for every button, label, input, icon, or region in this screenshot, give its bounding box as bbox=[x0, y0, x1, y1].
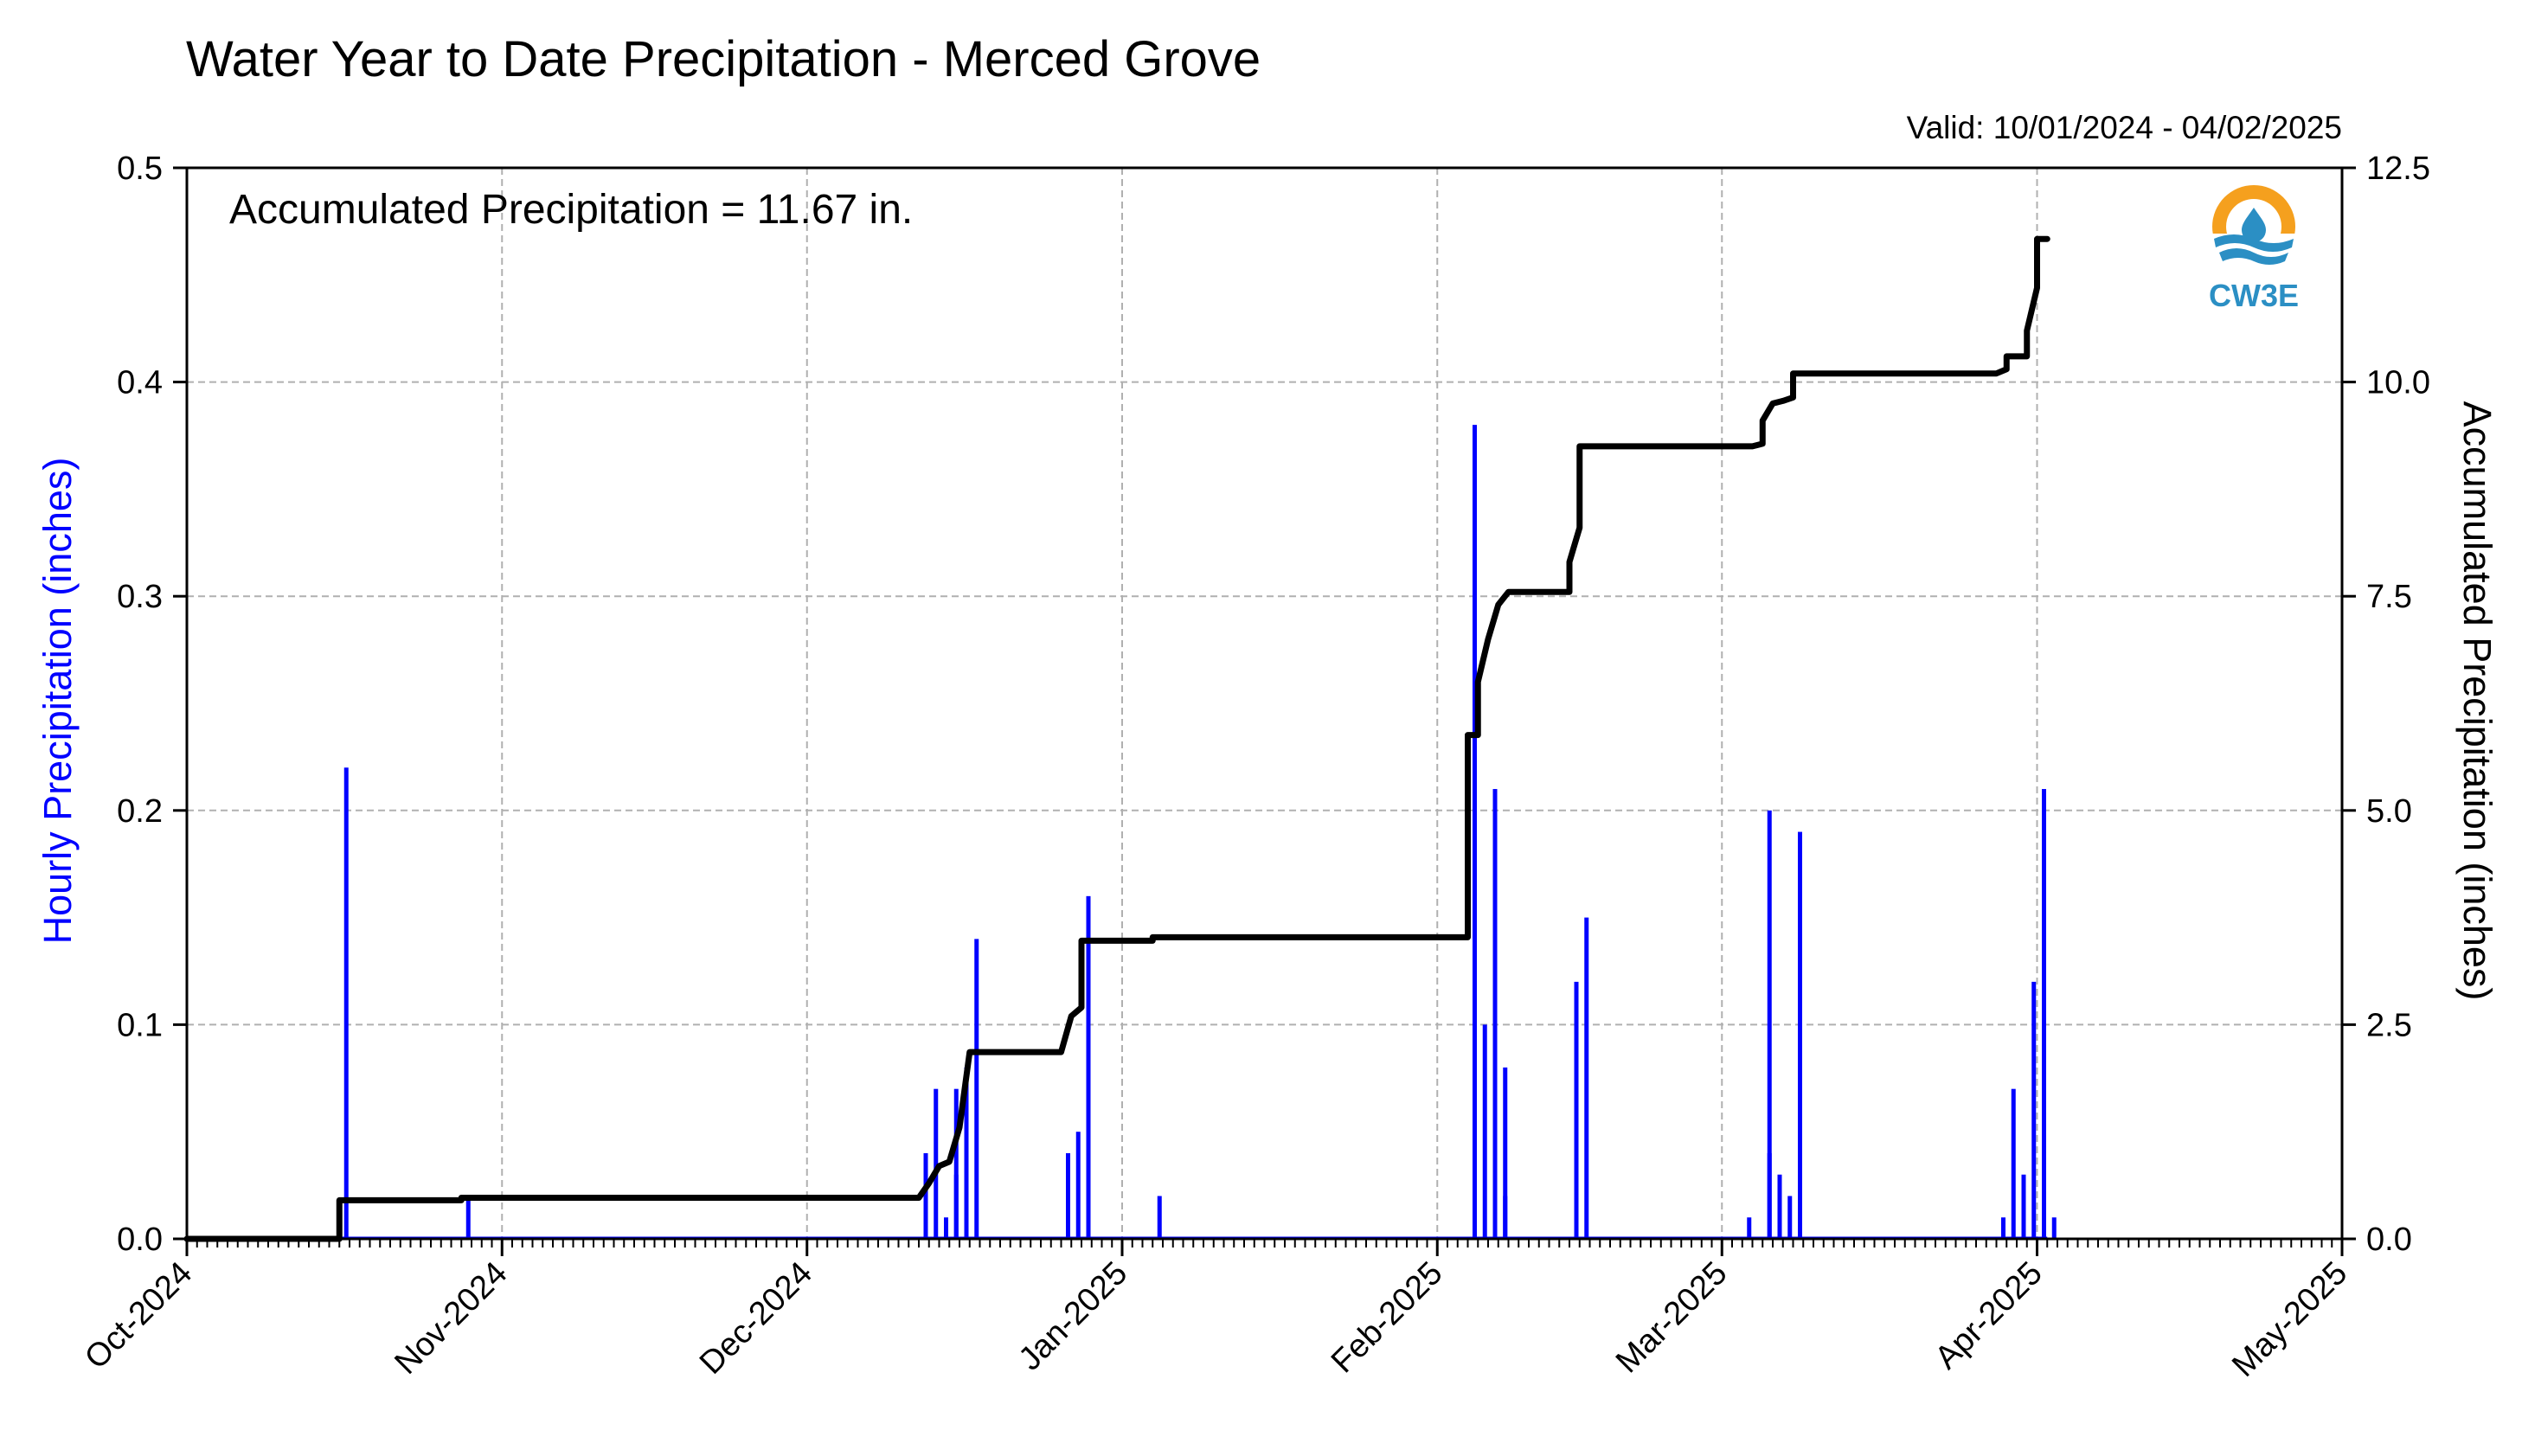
hourly-bar bbox=[1798, 1046, 1802, 1239]
y-left-tick-label: 0.2 bbox=[117, 793, 163, 830]
hourly-bar bbox=[1574, 981, 1579, 1239]
hourly-bar bbox=[923, 1152, 928, 1239]
hourly-bar bbox=[1503, 1067, 1508, 1239]
right-axis-label: Accumulated Precipitation (inches) bbox=[2455, 401, 2500, 1001]
hourly-bar bbox=[934, 1088, 939, 1239]
hourly-bar bbox=[343, 767, 349, 1239]
hourly-bar bbox=[2011, 1088, 2016, 1239]
hourly-bar bbox=[1492, 789, 1498, 1239]
hourly-bar bbox=[1747, 1217, 1752, 1239]
y-left-tick-label: 0.5 bbox=[117, 151, 163, 187]
chart-title: Water Year to Date Precipitation - Merce… bbox=[186, 31, 1261, 87]
hourly-bar bbox=[2031, 981, 2037, 1239]
y-right-tick-label: 5.0 bbox=[2366, 793, 2412, 830]
cw3e-logo: CW3E bbox=[2209, 185, 2299, 313]
hourly-bar bbox=[1787, 1196, 1793, 1239]
hourly-bar bbox=[2021, 1174, 2026, 1239]
hourly-bar bbox=[2051, 1217, 2057, 1239]
hourly-bar bbox=[1075, 1132, 1081, 1239]
valid-date-range: Valid: 10/01/2024 - 04/02/2025 bbox=[1907, 110, 2342, 145]
accumulated-total-annotation: Accumulated Precipitation = 11.67 in. bbox=[229, 187, 913, 233]
hourly-bar bbox=[953, 1088, 959, 1239]
water-drop-logo-icon bbox=[2211, 185, 2297, 272]
left-axis-label: Hourly Precipitation (inches) bbox=[35, 458, 80, 945]
grid-lines bbox=[187, 168, 2342, 1239]
hourly-bar bbox=[465, 1196, 471, 1239]
accumulated-precipitation-line bbox=[183, 235, 2050, 1242]
y-right-tick-label: 2.5 bbox=[2366, 1007, 2412, 1043]
hourly-bar bbox=[1767, 1152, 1772, 1239]
hourly-bar bbox=[2042, 789, 2046, 1239]
y-left-tick-label: 0.3 bbox=[117, 579, 163, 615]
y-right-tick-label: 0.0 bbox=[2366, 1222, 2412, 1258]
hourly-bar bbox=[944, 1217, 948, 1239]
hourly-bar bbox=[1482, 1024, 1487, 1239]
y-left-tick-label: 0.4 bbox=[117, 365, 163, 401]
hourly-bar bbox=[1584, 917, 1589, 1239]
y-left-tick-label: 0.1 bbox=[117, 1007, 163, 1043]
hourly-bar bbox=[1798, 831, 1802, 1239]
logo-text: CW3E bbox=[2209, 278, 2299, 313]
hourly-bar bbox=[1473, 574, 1477, 1239]
axes bbox=[173, 166, 2356, 1256]
accumulated-line bbox=[183, 235, 2050, 1242]
hourly-bar bbox=[1086, 895, 1091, 1239]
hourly-bar bbox=[2001, 1217, 2005, 1239]
y-right-tick-label: 7.5 bbox=[2366, 579, 2412, 615]
hourly-bar bbox=[974, 939, 979, 1239]
hourly-bar bbox=[1767, 810, 1772, 1239]
y-left-tick-label: 0.0 bbox=[117, 1222, 163, 1258]
hourly-bar bbox=[1157, 1196, 1162, 1239]
hourly-bar bbox=[2042, 1024, 2046, 1239]
y-right-tick-label: 10.0 bbox=[2366, 365, 2430, 401]
hourly-bar bbox=[1777, 1174, 1782, 1239]
hourly-bar bbox=[964, 1067, 969, 1239]
y-right-tick-label: 12.5 bbox=[2366, 151, 2430, 187]
hourly-bar bbox=[1066, 1152, 1070, 1239]
